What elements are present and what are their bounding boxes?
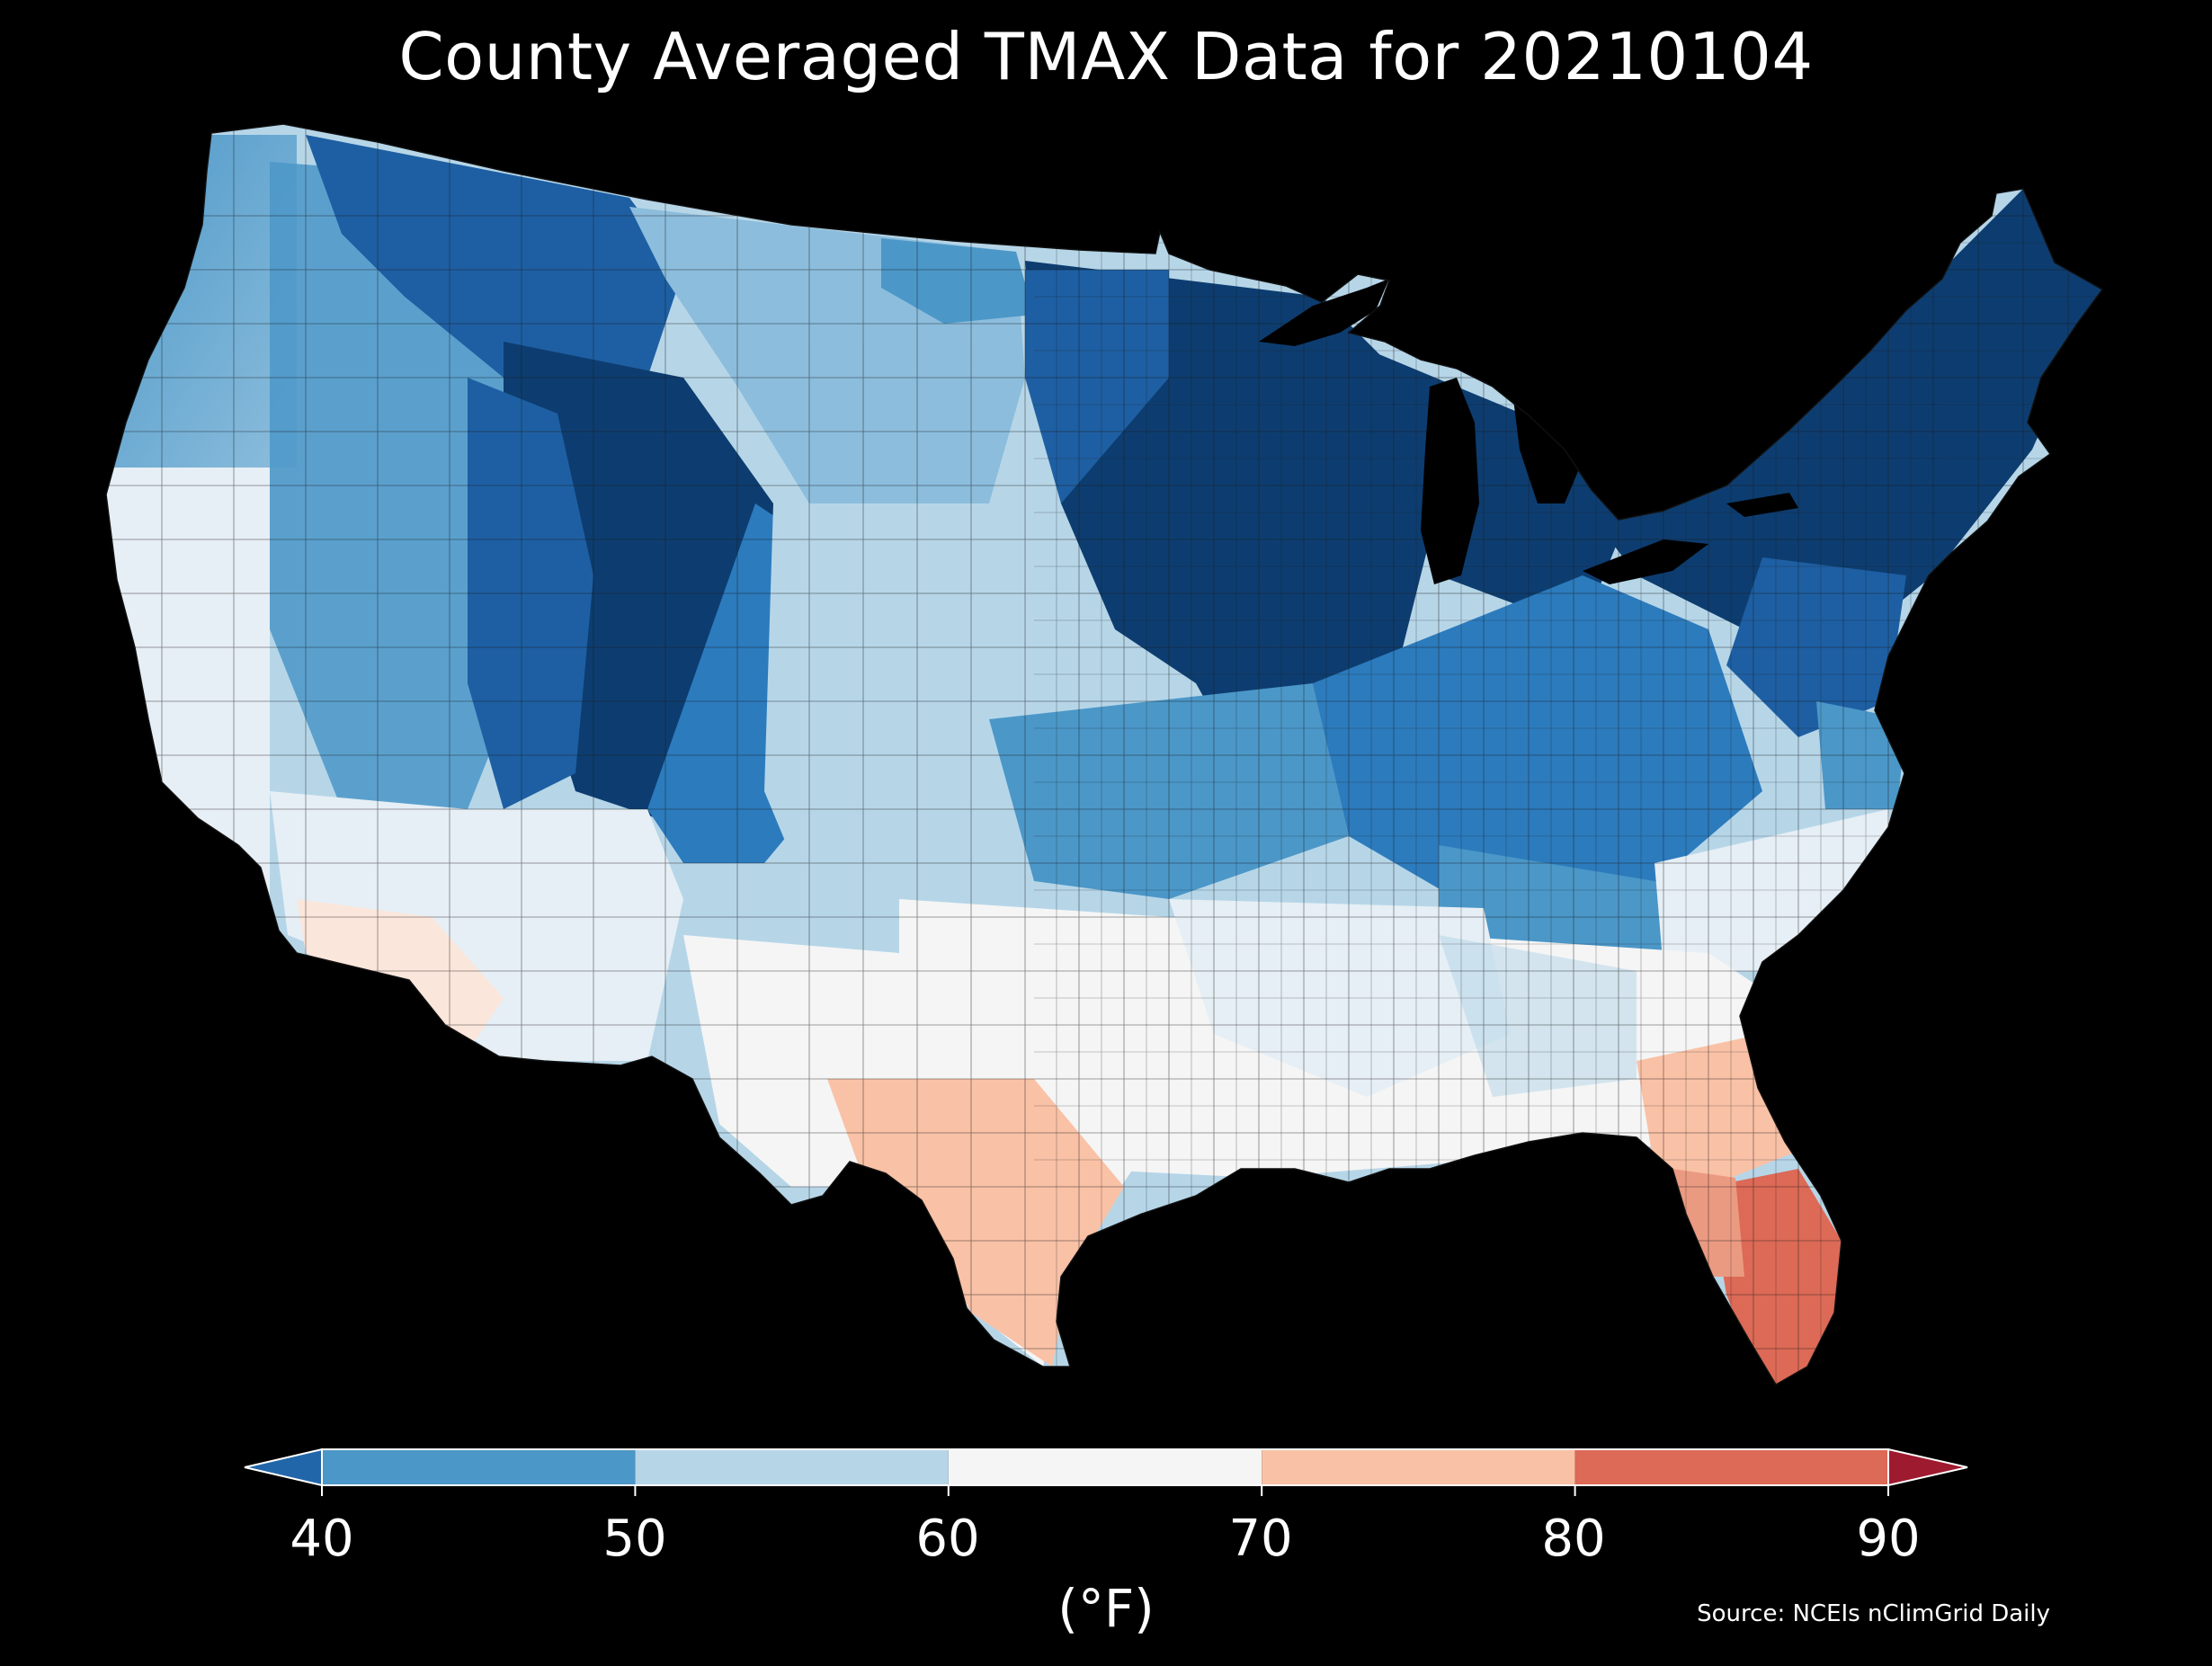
colorbar-frame	[321, 1448, 1889, 1486]
lake-ontario	[1726, 493, 1798, 517]
lake-superior	[1259, 279, 1389, 346]
colorbar-tick-60: 60	[915, 1510, 980, 1568]
region-southwest-desert	[270, 791, 683, 1061]
colorbar-tick-50: 50	[602, 1510, 667, 1568]
colorbar-bin-60-70	[948, 1449, 1262, 1485]
colorbar-tick-80: 80	[1541, 1510, 1606, 1568]
lake-erie	[1583, 539, 1708, 584]
region-ohio-valley	[1313, 575, 1762, 899]
colorbar-bin-40-50	[322, 1449, 636, 1485]
colorbar-extend-high	[1887, 1448, 1968, 1487]
source-credit: Source: NCEIs nClimGrid Daily	[1697, 1600, 2050, 1627]
great-lakes	[1259, 279, 1798, 584]
colorbar-bin-80-90	[1574, 1449, 1888, 1485]
colorbar-tick-70: 70	[1228, 1510, 1293, 1568]
map-title: County Averaged TMAX Data for 20210104	[398, 19, 1814, 94]
lake-michigan	[1421, 378, 1479, 584]
lake-huron	[1511, 378, 1587, 503]
colorbar-tick-40: 40	[290, 1510, 354, 1568]
colorbar-tick-90: 90	[1856, 1510, 1921, 1568]
colorbar-units-label: (°F)	[1057, 1578, 1155, 1639]
colorbar-bin-70-80	[1262, 1449, 1575, 1485]
region-northern-rockies	[306, 135, 683, 378]
colorbar-extend-low	[244, 1448, 323, 1487]
colorbar-bin-50-60	[635, 1449, 949, 1485]
